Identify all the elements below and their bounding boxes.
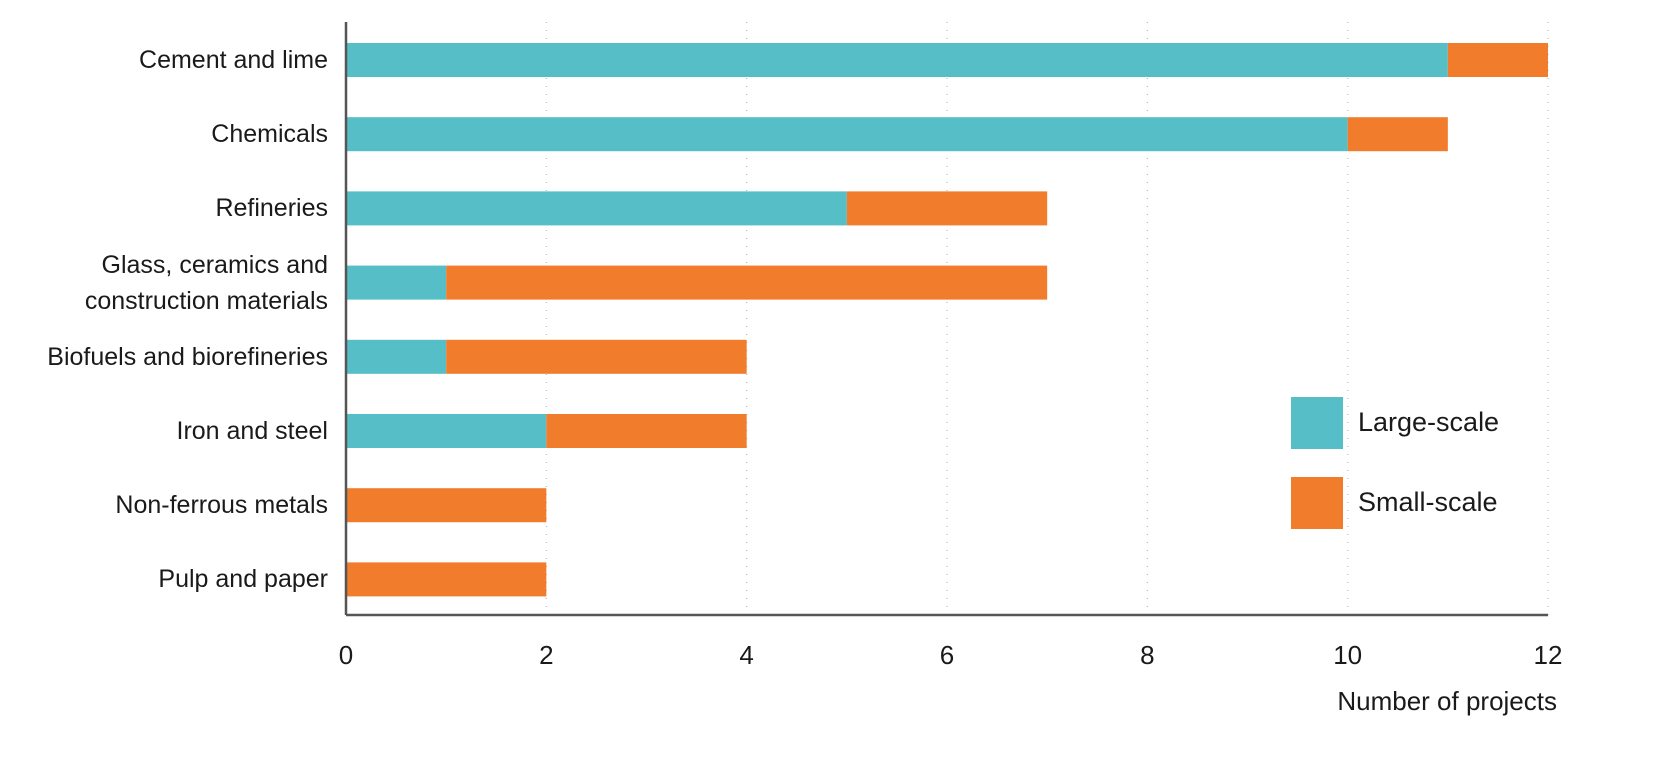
- y-tick-label: Biofuels and biorefineries: [47, 342, 328, 371]
- legend-swatch: [1291, 477, 1343, 529]
- legend-label: Large-scale: [1358, 407, 1499, 437]
- y-tick-label: Refineries: [215, 194, 328, 223]
- y-tick-label: Non-ferrous metals: [115, 491, 328, 520]
- x-tick-label: 6: [940, 640, 954, 670]
- x-tick-label: 4: [739, 640, 753, 670]
- bar-segment: [546, 414, 747, 448]
- bar-segment: [1347, 117, 1448, 152]
- y-tick-label: Cement and lime: [139, 45, 328, 74]
- legend-label: Small-scale: [1358, 487, 1498, 517]
- y-tick-label: Glass, ceramics and construction materia…: [84, 250, 328, 315]
- bar-segment: [346, 191, 847, 226]
- y-tick-label: Chemicals: [211, 120, 328, 149]
- x-tick-label: 10: [1333, 640, 1362, 670]
- bar-segment: [346, 117, 1348, 152]
- bar-segment: [346, 414, 547, 448]
- bar-segment: [846, 191, 1048, 226]
- bar-segment: [346, 43, 1448, 77]
- bar-segment: [446, 265, 1048, 300]
- legend-swatch: [1291, 397, 1343, 449]
- y-tick-label: Iron and steel: [176, 416, 329, 445]
- bar-segment: [346, 562, 547, 597]
- y-tick-label: Pulp and paper: [158, 565, 328, 594]
- x-axis-label: Number of projects: [1337, 686, 1557, 716]
- x-tick-label: 0: [339, 640, 353, 670]
- bar-segment: [346, 339, 447, 374]
- x-tick-label: 12: [1534, 640, 1563, 670]
- x-tick-label: 2: [539, 640, 553, 670]
- bar-segment: [346, 265, 447, 300]
- x-tick-label: 8: [1140, 640, 1154, 670]
- bar-segment: [446, 339, 747, 374]
- bar-segment: [346, 488, 547, 523]
- bar-segment: [1447, 43, 1548, 77]
